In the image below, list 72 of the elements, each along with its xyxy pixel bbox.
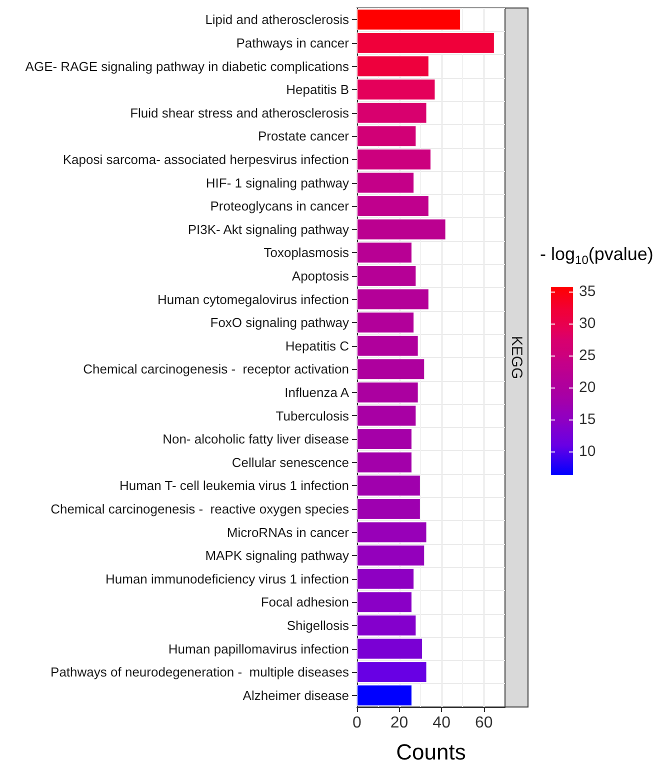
y-tick-label: Prostate cancer xyxy=(258,128,350,144)
y-tick-label: Hepatitis C xyxy=(285,338,349,354)
bar xyxy=(357,452,412,473)
y-tick-label: Focal adhesion xyxy=(260,594,349,610)
y-tick-label: Fluid shear stress and atherosclerosis xyxy=(130,105,350,120)
bar xyxy=(357,568,414,590)
bar xyxy=(357,614,416,636)
bar xyxy=(357,662,427,683)
y-tick-label: Apoptosis xyxy=(292,268,350,284)
y-tick-label: Pathways of neurodegeneration - multiple diseases xyxy=(50,664,350,680)
bar xyxy=(357,684,412,706)
color-bar-label: 10 xyxy=(579,442,596,460)
y-tick-label: Proteoglycans in cancer xyxy=(210,198,350,214)
bar xyxy=(357,522,427,543)
bar xyxy=(357,288,429,310)
bar xyxy=(357,358,425,380)
x-tick-label: 20 xyxy=(390,714,408,732)
y-tick-label: Chemical carcinogenesis - reactive oxygen species xyxy=(50,501,350,516)
bar xyxy=(357,242,412,264)
color-bar-label: 30 xyxy=(579,315,596,332)
bar xyxy=(357,102,427,124)
y-tick-label: Hepatitis B xyxy=(286,82,349,98)
bar xyxy=(357,265,416,286)
y-tick-label: FoxO signaling pathway xyxy=(210,315,350,330)
bar xyxy=(357,382,418,403)
y-tick-label: Chemical carcinogenesis - receptor activation xyxy=(83,362,349,377)
y-tick-label: PI3K- Akt signaling pathway xyxy=(188,222,350,237)
y-tick-label: Pathways in cancer xyxy=(236,35,350,50)
bar xyxy=(357,312,414,334)
bar xyxy=(357,56,429,77)
y-tick-label: Lipid and atherosclerosis xyxy=(205,12,350,28)
x-tick-label: 40 xyxy=(432,714,451,732)
y-tick-label: Influenza A xyxy=(284,384,350,400)
bar xyxy=(357,79,436,100)
x-tick-label: 60 xyxy=(474,714,493,732)
y-tick-label: Human papillomavirus infection xyxy=(168,641,349,656)
y-tick-label: AGE- RAGE signaling pathway in diabetic complications xyxy=(25,58,350,74)
bar xyxy=(357,638,423,660)
bar xyxy=(357,475,420,496)
bar xyxy=(357,545,425,566)
bar xyxy=(357,218,446,240)
bar xyxy=(357,32,494,54)
y-tick-label: Cellular senescence xyxy=(232,454,349,470)
y-tick-label: Shigellosis xyxy=(286,618,350,633)
y-tick-label: Tuberculosis xyxy=(276,408,350,424)
y-tick-label: Kaposi sarcoma- associated herpesvirus infection xyxy=(62,152,349,167)
bar xyxy=(357,498,420,520)
x-tick-label: 0 xyxy=(352,714,362,732)
bar xyxy=(357,172,414,194)
x-axis-title: Counts xyxy=(396,740,466,764)
y-tick-label: MAPK signaling pathway xyxy=(205,548,350,564)
bar xyxy=(357,126,416,147)
bar xyxy=(357,148,431,170)
y-tick-label: MicroRNAs in cancer xyxy=(226,524,350,540)
y-tick-label: Toxoplasmosis xyxy=(264,245,350,260)
bar xyxy=(357,405,416,426)
color-bar-label: 25 xyxy=(579,347,596,364)
color-bar-label: 20 xyxy=(579,379,596,396)
bar xyxy=(357,9,461,30)
bar xyxy=(357,335,418,356)
y-tick-label: Alzheimer disease xyxy=(242,688,349,703)
bar xyxy=(357,196,429,217)
y-tick-label: Non- alcoholic fatty liver disease xyxy=(162,432,349,447)
color-bar-label: 15 xyxy=(579,411,596,428)
bar xyxy=(357,428,412,450)
text: KEGG xyxy=(508,336,525,380)
color-bar-label: 35 xyxy=(579,283,596,300)
y-tick-label: Human immunodeficiency virus 1 infection xyxy=(106,571,349,586)
bar xyxy=(357,592,412,613)
y-tick-label: HIF- 1 signaling pathway xyxy=(206,175,350,190)
y-tick-label: Human cytomegalovirus infection xyxy=(158,292,349,307)
y-tick-label: Human T- cell leukemia virus 1 infection xyxy=(119,478,349,494)
